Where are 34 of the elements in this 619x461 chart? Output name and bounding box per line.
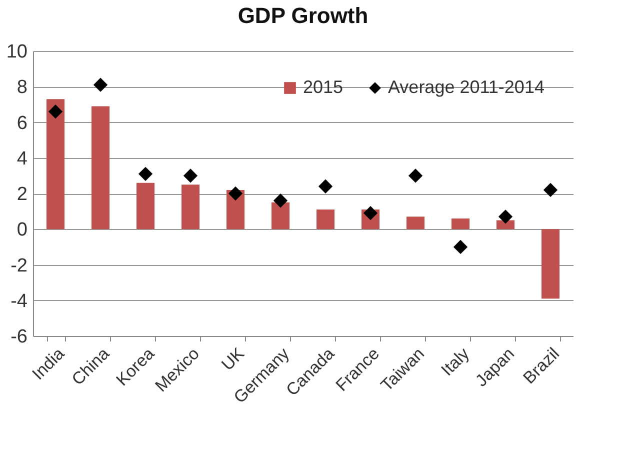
- point: [318, 179, 333, 194]
- point: [498, 210, 513, 224]
- bar: [46, 99, 64, 230]
- y-tick-label: -4: [10, 290, 28, 312]
- y-tick-label: 2: [16, 184, 28, 205]
- y-tick-label: 10: [6, 42, 28, 62]
- point: [228, 186, 243, 201]
- y-tick-label: 4: [16, 148, 28, 170]
- chart-title: GDP Growth: [238, 3, 368, 28]
- bar: [406, 216, 424, 230]
- point: [183, 168, 198, 183]
- y-tick-label: 8: [16, 77, 28, 98]
- y-tick-label: 6: [16, 112, 28, 134]
- y-tick-label: -2: [10, 255, 28, 276]
- bar: [542, 229, 560, 299]
- point: [273, 194, 288, 208]
- bar: [316, 210, 334, 230]
- bar: [496, 220, 514, 230]
- point: [543, 182, 558, 198]
- bar: [92, 106, 110, 230]
- point: [408, 168, 423, 183]
- bar: [182, 184, 200, 230]
- y-tick-label: -6: [10, 326, 28, 348]
- x-tick-label: Italy: [438, 344, 474, 380]
- bar: [272, 202, 290, 230]
- bar: [452, 218, 470, 230]
- bar: [136, 182, 154, 230]
- point: [138, 166, 153, 181]
- point: [453, 240, 468, 254]
- point: [48, 104, 63, 119]
- legend-label: 2015: [303, 77, 344, 97]
- point: [93, 78, 108, 92]
- legend-label: Average 2011-2014: [388, 77, 544, 97]
- y-tick-label: 0: [16, 220, 28, 241]
